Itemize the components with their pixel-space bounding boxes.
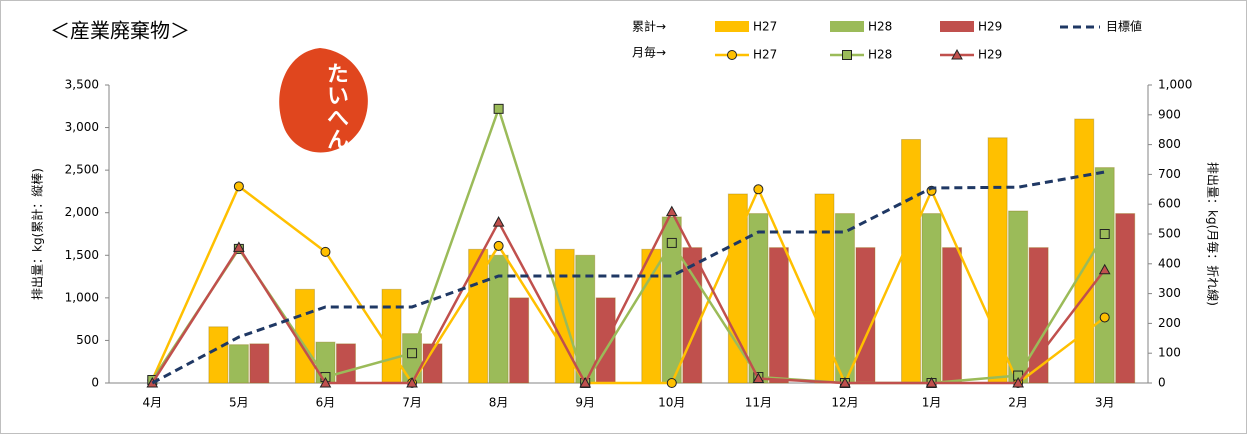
legend-label: H28 (868, 48, 892, 62)
bar (856, 248, 875, 383)
legend-marker (843, 51, 852, 60)
bar (382, 289, 401, 383)
x-tick-label: 9月 (575, 396, 595, 410)
legend-label: H27 (753, 20, 777, 34)
marker (321, 247, 330, 256)
legend-title: 月毎→ (632, 45, 666, 60)
legend-swatch (715, 21, 749, 32)
bar (489, 255, 508, 383)
legend-marker (728, 51, 737, 60)
x-tick-label: 11月 (745, 396, 772, 410)
y-tick-label: 0 (91, 376, 99, 390)
x-tick-label: 10月 (658, 396, 685, 410)
x-tick-label: 12月 (831, 396, 858, 410)
y2-tick-label: 100 (1158, 346, 1181, 360)
bar (336, 344, 355, 383)
bar (1095, 168, 1114, 383)
bar (902, 139, 921, 383)
marker (494, 104, 503, 113)
bar (1116, 214, 1135, 383)
y2-tick-label: 200 (1158, 316, 1181, 330)
legend-label: H28 (868, 20, 892, 34)
legend-label: H29 (978, 20, 1002, 34)
marker (408, 349, 417, 358)
y2-tick-label: 1,000 (1158, 78, 1192, 92)
bar (835, 214, 854, 383)
bar (1009, 211, 1028, 383)
legend-swatch (940, 21, 974, 32)
y-tick-label: 2,500 (65, 163, 99, 177)
y-tick-label: 1,000 (65, 290, 99, 304)
bar (749, 214, 768, 383)
x-tick-label: 5月 (229, 396, 249, 410)
legend-label: 目標値 (1106, 19, 1142, 34)
x-tick-label: 3月 (1095, 396, 1115, 410)
legend-label: H27 (753, 48, 777, 62)
marker (494, 241, 503, 250)
x-tick-label: 4月 (142, 396, 162, 410)
bar (1075, 119, 1094, 383)
marker (667, 379, 676, 388)
y-tick-label: 2,000 (65, 205, 99, 219)
bar (683, 248, 702, 383)
y-axis-label: 排出量：kg(累計：縦棒) (30, 168, 45, 300)
y2-axis-label: 排出量：kg(月毎：折れ線) (1206, 162, 1221, 306)
bar (250, 344, 269, 383)
y2-tick-label: 800 (1158, 137, 1181, 151)
x-tick-label: 7月 (402, 396, 422, 410)
x-tick-label: 6月 (316, 396, 336, 410)
legend-swatch (830, 21, 864, 32)
x-tick-label: 1月 (922, 396, 942, 410)
marker (234, 182, 243, 191)
bar (403, 334, 422, 383)
bar (943, 248, 962, 383)
bar (209, 327, 228, 383)
chart: ＜産業廃棄物＞ たいへんよくできました 排出量：kg(累計：縦棒) 排出量：kg… (0, 0, 1247, 434)
bar (229, 345, 248, 383)
y2-tick-label: 300 (1158, 286, 1181, 300)
y-tick-label: 1,500 (65, 248, 99, 262)
marker (667, 238, 676, 247)
y2-tick-label: 900 (1158, 107, 1181, 121)
bar (922, 214, 941, 383)
marker (1100, 230, 1109, 239)
y2-tick-label: 700 (1158, 167, 1181, 181)
bar (988, 138, 1007, 383)
y-tick-label: 3,000 (65, 120, 99, 134)
y2-tick-label: 400 (1158, 256, 1181, 270)
y-tick-label: 3,500 (65, 78, 99, 92)
x-tick-label: 2月 (1008, 396, 1028, 410)
bar (769, 248, 788, 383)
y2-tick-label: 600 (1158, 197, 1181, 211)
legend-title: 累計→ (632, 19, 666, 34)
bar (510, 298, 529, 383)
y2-tick-label: 0 (1158, 376, 1166, 390)
y2-tick-label: 500 (1158, 227, 1181, 241)
x-tick-label: 8月 (489, 396, 509, 410)
y-tick-label: 500 (76, 333, 99, 347)
legend-label: H29 (978, 48, 1002, 62)
marker (754, 185, 763, 194)
chart-frame (1, 1, 1247, 434)
bar (642, 249, 661, 383)
chart-title: ＜産業廃棄物＞ (50, 19, 190, 43)
marker (1100, 313, 1109, 322)
